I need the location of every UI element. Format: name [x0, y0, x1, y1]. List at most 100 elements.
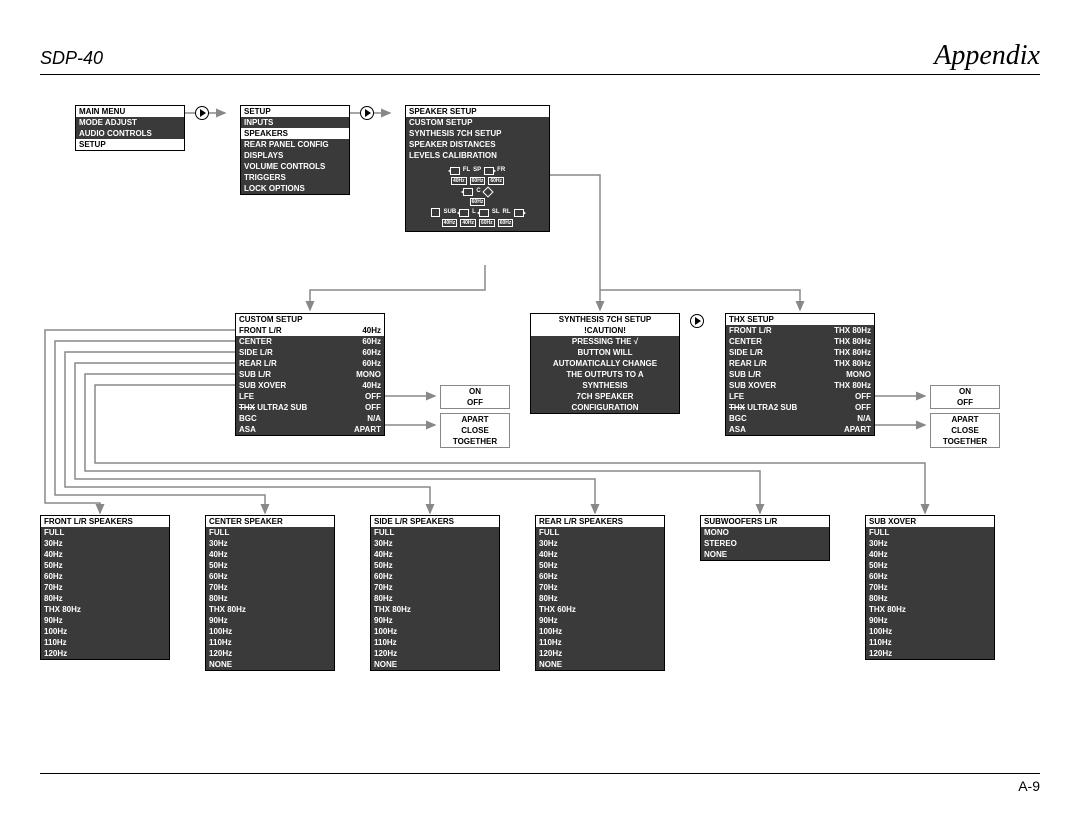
table-row: LFEOFF	[726, 391, 874, 402]
list-item: THX 80Hz	[371, 604, 499, 615]
table-row: THX ULTRA2 SUBOFF	[726, 402, 874, 413]
option-item: ON	[445, 386, 505, 397]
list-item: 70Hz	[206, 582, 334, 593]
spk-label: RL	[503, 207, 511, 218]
option-item: APART	[445, 414, 505, 425]
table-row: SUB XOVERTHX 80Hz	[726, 380, 874, 391]
list-item: 30Hz	[206, 538, 334, 549]
menu-item-selected: SETUP	[76, 139, 184, 150]
list-item: 70Hz	[536, 582, 664, 593]
speaker-icon	[479, 209, 489, 217]
list-item: THX 60Hz	[536, 604, 664, 615]
table-row: REAR L/RTHX 80Hz	[726, 358, 874, 369]
thx-setup-title: THX SETUP	[726, 314, 874, 325]
caution-text: AUTOMATICALLY CHANGE	[531, 358, 679, 369]
list-item: 90Hz	[866, 615, 994, 626]
table-row: THX THX ULTRA2 SUBULTRA2 SUBOFF	[236, 402, 384, 413]
nav-arrow-icon	[195, 106, 209, 120]
freq-label: 60Hz	[479, 219, 495, 227]
menu-item: CUSTOM SETUP	[406, 117, 549, 128]
thx-asa-options-box: APART CLOSE TOGETHER	[930, 413, 1000, 448]
table-row: REAR L/R60Hz	[236, 358, 384, 369]
list-item: FULL	[41, 527, 169, 538]
nav-arrow-icon	[360, 106, 374, 120]
box-title: CENTER SPEAKER	[206, 516, 334, 527]
list-item: THX 80Hz	[206, 604, 334, 615]
sub-xover-box: SUB XOVERFULL30Hz40Hz50Hz60Hz70Hz80HzTHX…	[865, 515, 995, 660]
list-item: 30Hz	[371, 538, 499, 549]
list-item: FULL	[371, 527, 499, 538]
list-item: 40Hz	[536, 549, 664, 560]
list-item: NONE	[371, 659, 499, 670]
speaker-setup-title: SPEAKER SETUP	[406, 106, 549, 117]
option-item: CLOSE	[935, 425, 995, 436]
table-row: SIDE L/R60Hz	[236, 347, 384, 358]
subwoofers-lr-box: SUBWOOFERS L/RMONOSTEREONONE	[700, 515, 830, 561]
menu-item: MODE ADJUST	[76, 117, 184, 128]
menu-diagram: MAIN MENU MODE ADJUST AUDIO CONTROLS SET…	[40, 95, 1040, 755]
table-row: ASAAPART	[236, 424, 384, 435]
list-item: 70Hz	[371, 582, 499, 593]
list-item: 50Hz	[536, 560, 664, 571]
header-left: SDP-40	[40, 48, 103, 69]
list-item: THX 80Hz	[866, 604, 994, 615]
menu-item: LEVELS CALIBRATION	[406, 150, 549, 161]
table-row: FRONT L/R40Hz	[236, 325, 384, 336]
list-item: 110Hz	[866, 637, 994, 648]
table-row: ASAAPART	[726, 424, 874, 435]
asa-options-box: APART CLOSE TOGETHER	[440, 413, 510, 448]
list-item: 120Hz	[41, 648, 169, 659]
option-item: ON	[935, 386, 995, 397]
list-item: 60Hz	[866, 571, 994, 582]
list-item: NONE	[701, 549, 829, 560]
option-item: APART	[935, 414, 995, 425]
list-item: STEREO	[701, 538, 829, 549]
main-menu-title: MAIN MENU	[76, 106, 184, 117]
list-item: 110Hz	[41, 637, 169, 648]
list-item: 100Hz	[866, 626, 994, 637]
page-number: A-9	[1018, 778, 1040, 794]
list-item: NONE	[206, 659, 334, 670]
list-item: 80Hz	[206, 593, 334, 604]
list-item: FULL	[206, 527, 334, 538]
caution-text: THE OUTPUTS TO A	[531, 369, 679, 380]
box-title: FRONT L/R SPEAKERS	[41, 516, 169, 527]
table-row: SUB XOVER40Hz	[236, 380, 384, 391]
list-item: FULL	[536, 527, 664, 538]
list-item: 90Hz	[206, 615, 334, 626]
list-item: 120Hz	[371, 648, 499, 659]
speaker-icon	[463, 188, 473, 196]
list-item: 70Hz	[866, 582, 994, 593]
freq-label: 60Hz	[470, 177, 486, 185]
list-item: 40Hz	[371, 549, 499, 560]
center-speaker-box: CENTER SPEAKERFULL30Hz40Hz50Hz60Hz70Hz80…	[205, 515, 335, 671]
table-row: BGCN/A	[726, 413, 874, 424]
table-row: SUB L/RMONO	[236, 369, 384, 380]
table-row: CENTER60Hz	[236, 336, 384, 347]
spk-label: FR	[497, 165, 505, 176]
side-lr-speakers-box: SIDE L/R SPEAKERSFULL30Hz40Hz50Hz60Hz70H…	[370, 515, 500, 671]
speaker-icon	[484, 167, 494, 175]
menu-item: REAR PANEL CONFIG	[241, 139, 349, 150]
menu-item: INPUTS	[241, 117, 349, 128]
list-item: 60Hz	[371, 571, 499, 582]
freq-label: 40Hz	[442, 219, 458, 227]
table-row: LFEOFF	[236, 391, 384, 402]
list-item: 90Hz	[536, 615, 664, 626]
list-item: 80Hz	[41, 593, 169, 604]
list-item: 110Hz	[206, 637, 334, 648]
table-row: FRONT L/RTHX 80Hz	[726, 325, 874, 336]
spk-label: SL	[492, 207, 500, 218]
box-title: SUB XOVER	[866, 516, 994, 527]
list-item: MONO	[701, 527, 829, 538]
list-item: 60Hz	[206, 571, 334, 582]
speaker-icon	[459, 209, 469, 217]
list-item: 90Hz	[41, 615, 169, 626]
list-item: 50Hz	[371, 560, 499, 571]
lfe-options-box: ON OFF	[440, 385, 510, 409]
thx-lfe-options-box: ON OFF	[930, 385, 1000, 409]
spk-label: C	[476, 186, 480, 197]
custom-setup-box: CUSTOM SETUP FRONT L/R40Hz CENTER60Hz SI…	[235, 313, 385, 436]
spk-label: SUB	[443, 207, 456, 218]
front-lr-speakers-box: FRONT L/R SPEAKERSFULL30Hz40Hz50Hz60Hz70…	[40, 515, 170, 660]
